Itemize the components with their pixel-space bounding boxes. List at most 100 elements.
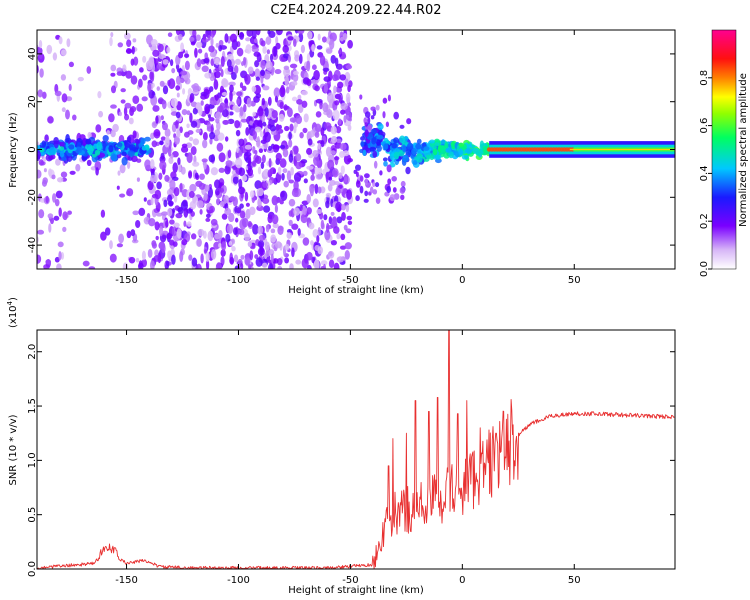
heatmap-cell — [391, 176, 397, 182]
heatmap-cell — [220, 249, 226, 257]
heatmap-cell — [60, 171, 68, 178]
heatmap-cell — [274, 204, 278, 213]
heatmap-cell — [258, 148, 264, 153]
heatmap-cell — [98, 110, 104, 118]
heatmap-cell — [245, 37, 251, 42]
colorbar-label: Normalized spectral amplitude — [738, 73, 749, 227]
heatmap-cell — [399, 187, 406, 194]
heatmap-cell — [218, 152, 226, 163]
heatmap-cell — [142, 55, 147, 63]
heatmap-cell — [159, 225, 164, 237]
heatmap-cell — [301, 258, 309, 269]
y-tick-label: 20 — [27, 95, 38, 108]
heatmap-cell — [302, 206, 307, 216]
heatmap-cell — [77, 76, 84, 82]
heatmap-cell — [225, 233, 231, 243]
heatmap-cell — [216, 142, 224, 152]
snr-series-line — [37, 330, 675, 569]
heatmap-cell — [234, 58, 242, 66]
heatmap-cell — [131, 45, 135, 55]
heatmap-cell — [355, 164, 361, 171]
heatmap-cell — [190, 233, 197, 240]
heatmap-cell — [271, 214, 279, 225]
heatmap-cell — [292, 73, 299, 82]
heatmap-cell — [241, 174, 248, 182]
heatmap-cell — [151, 140, 158, 148]
heatmap-cell — [296, 98, 303, 105]
heatmap-cell — [192, 138, 200, 146]
heatmap-cell — [200, 91, 208, 97]
heatmap-cell — [451, 141, 456, 150]
heatmap-cell — [234, 120, 240, 129]
heatmap-cell — [275, 197, 282, 203]
heatmap-cell — [288, 131, 292, 140]
heatmap-cell — [282, 45, 289, 53]
heatmap-cell — [218, 243, 222, 248]
heatmap-cell — [41, 91, 47, 99]
heatmap-cell — [448, 151, 454, 159]
heatmap-cell — [215, 262, 222, 269]
colorbar-tick-label: 0.2 — [699, 213, 710, 229]
heatmap-cell — [301, 90, 308, 96]
snr-panel: -150 -100 -50 0 50 0.0 0.5 1.0 1.5 2.0 Height of … — [6, 297, 676, 596]
heatmap-cell — [157, 43, 164, 53]
heatmap-cell — [118, 233, 125, 244]
heatmap-cell — [189, 183, 197, 193]
heatmap-cell — [210, 31, 215, 38]
snr-multiplier-base: (x10 — [8, 305, 19, 328]
heatmap-cell — [405, 166, 411, 175]
heatmap-cell — [260, 40, 266, 47]
heatmap-cell — [87, 146, 94, 155]
heatmap-cell — [132, 38, 137, 43]
heatmap-cell — [226, 59, 232, 68]
heatmap-cell — [271, 195, 279, 206]
heatmap-cell — [199, 173, 205, 180]
heatmap-cell — [347, 157, 353, 163]
heatmap-cell — [411, 147, 417, 156]
snr-frame — [36, 329, 676, 570]
heatmap-cell — [166, 46, 171, 54]
heatmap-cell — [147, 248, 153, 258]
heatmap-cell — [371, 137, 377, 145]
heatmap-cell — [254, 38, 258, 44]
heatmap-cell — [96, 141, 103, 151]
heatmap-cell — [252, 111, 256, 117]
heatmap-cell — [116, 142, 123, 148]
heatmap-cell — [260, 69, 266, 77]
heatmap-cell — [306, 60, 311, 72]
heatmap-cell — [141, 145, 147, 151]
heatmap-cell — [169, 219, 175, 225]
heatmap-cell — [233, 254, 239, 263]
y-tick-label: 2.0 — [27, 344, 38, 360]
heatmap-cell — [482, 146, 489, 154]
heatmap-cell — [295, 161, 303, 170]
heatmap-cell — [53, 140, 59, 149]
heatmap-cell — [161, 243, 166, 254]
heatmap-cell — [135, 257, 140, 263]
heatmap-cell — [62, 211, 68, 221]
heatmap-cell — [51, 174, 56, 180]
heatmap-cell — [334, 100, 340, 106]
heatmap-cell — [58, 36, 63, 45]
heatmap-cell — [287, 36, 294, 41]
heatmap-cell — [248, 264, 252, 269]
heatmap-cell — [293, 180, 299, 191]
heatmap-cell — [191, 257, 198, 267]
heatmap-cell — [247, 240, 253, 248]
heatmap-cell — [130, 229, 136, 237]
heatmap-cell — [175, 111, 181, 119]
heatmap-cell — [255, 76, 261, 81]
heatmap-cell — [189, 95, 194, 103]
heatmap-cell — [208, 86, 214, 92]
heatmap-cell — [311, 256, 316, 264]
heatmap-cell — [153, 129, 161, 139]
heatmap-cell — [52, 52, 58, 61]
heatmap-cell — [171, 176, 179, 182]
heatmap-cell — [202, 34, 207, 41]
heatmap-cell — [364, 190, 369, 197]
heatmap-cell — [124, 102, 132, 109]
heatmap-cell — [406, 118, 412, 125]
heatmap-cell — [275, 152, 282, 161]
heatmap-cell — [116, 185, 120, 190]
